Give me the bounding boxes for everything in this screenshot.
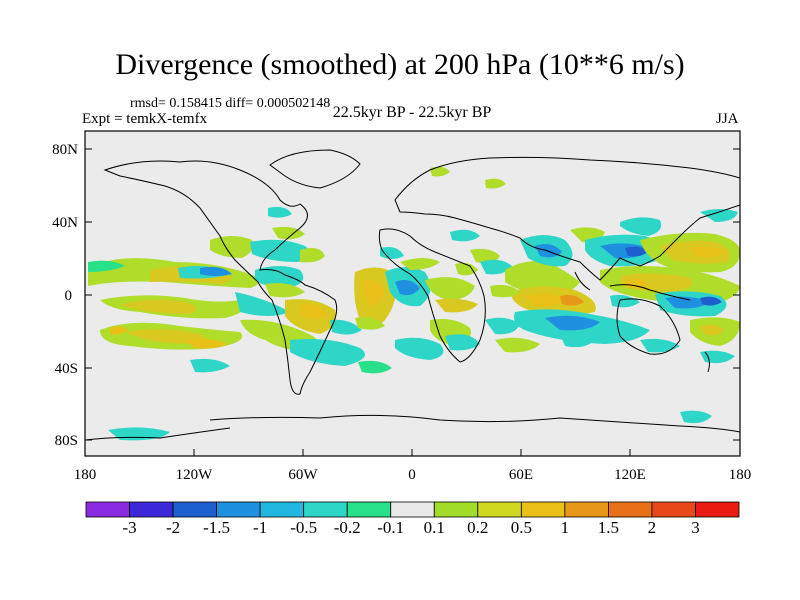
lat-tick-label: 80N: [52, 142, 78, 158]
experiment-label: Expt = temkX-temfx: [82, 111, 208, 127]
colorbar-label: -1: [253, 518, 268, 537]
colorbar-label: -3: [122, 518, 137, 537]
colorbar-label: -2: [165, 518, 181, 537]
lon-tick-label: 120E: [614, 467, 646, 483]
colorbar-label: 0.2: [467, 518, 489, 537]
colorbar-label: 3: [691, 518, 700, 537]
colorbar-swatch: [390, 501, 435, 518]
lat-tick-label: 40N: [52, 215, 78, 231]
colorbar-swatch: [520, 501, 566, 518]
divergence-contours: [88, 166, 740, 441]
colorbar-swatch: [303, 501, 348, 518]
colorbar-label: 0.5: [510, 518, 532, 537]
colorbar-swatch: [129, 501, 174, 518]
colorbar-swatch: [259, 501, 305, 518]
colorbar-swatch: [216, 501, 261, 518]
period-label: 22.5kyr BP - 22.5kyr BP: [332, 104, 492, 121]
colorbar-swatch: [433, 501, 479, 518]
stats-text: rmsd= 0.158415 diff= 0.000502148: [130, 96, 331, 111]
lon-tick-label: 60E: [509, 467, 533, 483]
colorbar-swatch: [564, 501, 609, 518]
colorbar-swatch: [346, 501, 392, 518]
colorbar-label: 2: [647, 518, 657, 537]
lat-tick-label: 0: [65, 288, 73, 304]
colorbar-label: -0.1: [377, 518, 405, 537]
coastlines: [85, 149, 740, 441]
lat-tick-label: 40S: [55, 361, 78, 377]
colorbar: [85, 501, 740, 518]
colorbar-label: 0.1: [423, 518, 445, 537]
colorbar-swatch: [608, 501, 653, 518]
lat-tick-labels: 80N 40N 0 40S 80S: [52, 142, 78, 449]
colorbar-label: 1.5: [597, 518, 620, 537]
colorbar-swatch: [172, 501, 217, 518]
colorbar-label: -1.5: [203, 518, 231, 537]
colorbar-label: -0.5: [290, 518, 318, 537]
lon-tick-label: 180: [729, 467, 752, 483]
colorbar-swatch: [477, 501, 522, 518]
season-label: JJA: [716, 111, 739, 127]
colorbar-swatch: [85, 501, 130, 518]
plot-title: Divergence (smoothed) at 200 hPa (10**6 …: [115, 48, 685, 81]
axis-ticks: [84, 148, 741, 456]
colorbar-label: 1: [560, 518, 570, 537]
lon-tick-label: 0: [408, 467, 416, 483]
lat-tick-label: 80S: [55, 433, 78, 449]
lon-tick-labels: 180 120W 60W 0 60E 120E 180: [74, 467, 752, 483]
lon-tick-label: 180: [74, 467, 97, 483]
lon-tick-label: 120W: [176, 467, 214, 483]
colorbar-swatch: [695, 501, 740, 518]
lon-tick-label: 60W: [288, 467, 318, 483]
colorbar-swatch: [651, 501, 696, 518]
colorbar-label: -0.2: [333, 518, 361, 537]
